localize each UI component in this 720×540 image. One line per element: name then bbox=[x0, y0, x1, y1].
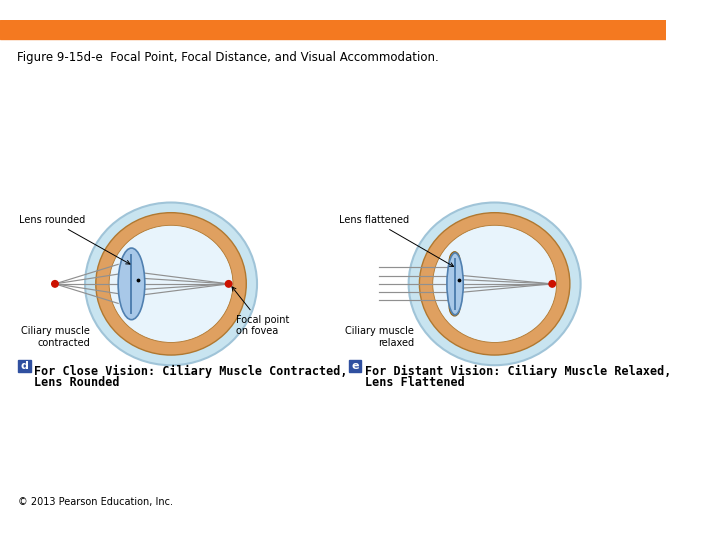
Ellipse shape bbox=[125, 296, 137, 316]
Ellipse shape bbox=[449, 252, 460, 271]
Text: Lens flattened: Lens flattened bbox=[338, 215, 454, 266]
Text: Figure 9-15d-e  Focal Point, Focal Distance, and Visual Accommodation.: Figure 9-15d-e Focal Point, Focal Distan… bbox=[17, 51, 438, 64]
FancyBboxPatch shape bbox=[19, 360, 30, 372]
Text: Lens rounded: Lens rounded bbox=[19, 215, 130, 264]
Ellipse shape bbox=[118, 248, 145, 320]
Bar bbox=[0, 21, 666, 39]
Circle shape bbox=[52, 281, 58, 287]
Text: For Close Vision: Ciliary Muscle Contracted,: For Close Vision: Ciliary Muscle Contrac… bbox=[35, 365, 348, 379]
Text: For Distant Vision: Ciliary Muscle Relaxed,: For Distant Vision: Ciliary Muscle Relax… bbox=[365, 365, 672, 379]
Text: Lens Flattened: Lens Flattened bbox=[365, 376, 465, 389]
Ellipse shape bbox=[409, 202, 580, 365]
Text: Ciliary muscle
contracted: Ciliary muscle contracted bbox=[22, 326, 90, 348]
Text: Lens Rounded: Lens Rounded bbox=[35, 376, 120, 389]
Text: d: d bbox=[21, 361, 28, 370]
FancyBboxPatch shape bbox=[349, 360, 361, 372]
Circle shape bbox=[549, 281, 556, 287]
Text: e: e bbox=[352, 361, 359, 370]
Circle shape bbox=[225, 281, 232, 287]
Ellipse shape bbox=[447, 253, 463, 315]
Ellipse shape bbox=[419, 213, 570, 355]
Text: Focal point
on fovea: Focal point on fovea bbox=[232, 287, 289, 336]
Ellipse shape bbox=[125, 252, 137, 271]
Ellipse shape bbox=[433, 225, 557, 342]
Ellipse shape bbox=[109, 225, 233, 342]
Ellipse shape bbox=[96, 213, 246, 355]
Ellipse shape bbox=[449, 296, 460, 316]
Text: Ciliary muscle
relaxed: Ciliary muscle relaxed bbox=[345, 326, 414, 348]
Ellipse shape bbox=[85, 202, 257, 365]
Text: © 2013 Pearson Education, Inc.: © 2013 Pearson Education, Inc. bbox=[19, 497, 174, 507]
